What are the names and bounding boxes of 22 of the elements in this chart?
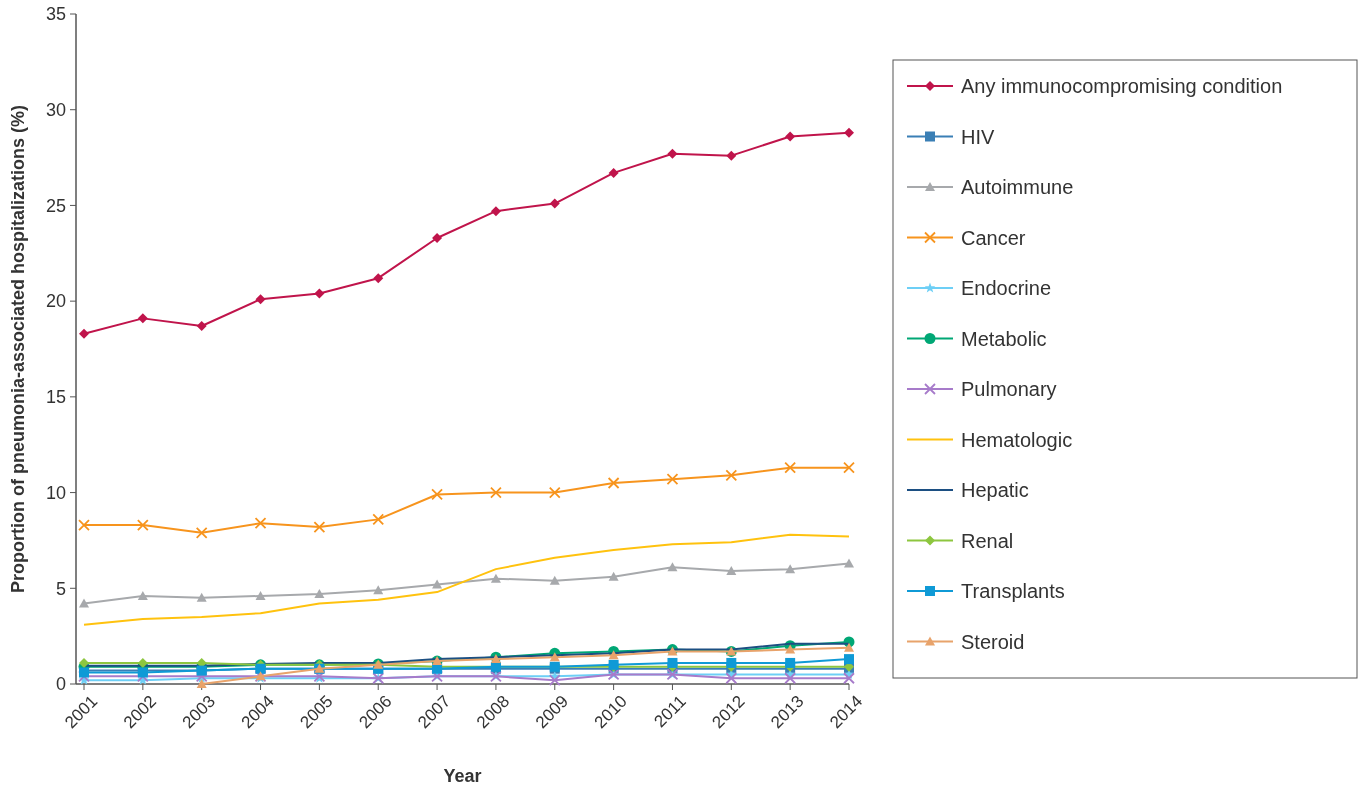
legend-label: Metabolic [961, 327, 1047, 350]
y-tick-label: 20 [45, 291, 66, 312]
legend-label: Renal [961, 529, 1014, 552]
legend-label: Pulmonary [961, 378, 1057, 400]
y-tick-label: 10 [45, 482, 66, 503]
y-tick-label: 35 [45, 4, 66, 25]
legend-label: Any immunocompromising condition [961, 75, 1283, 97]
legend-label: Hepatic [961, 479, 1029, 501]
y-axis-title: Proportion of pneumonia-associated hospitalizations (%) [8, 104, 28, 594]
legend-label: Transplants [961, 580, 1065, 602]
y-tick-label: 25 [45, 195, 66, 216]
y-tick-label: 0 [55, 674, 66, 695]
legend-label: Steroid [961, 630, 1025, 653]
x-axis-title: Year [443, 766, 482, 786]
y-tick-label: 5 [55, 578, 66, 599]
y-tick-label: 15 [45, 387, 66, 408]
legend-label: Cancer [961, 226, 1026, 249]
legend-label: Endocrine [961, 277, 1052, 299]
legend-label: Autoimmune [961, 176, 1074, 198]
y-tick-label: 30 [45, 100, 66, 121]
legend-label: HIV [961, 125, 995, 148]
legend-label: Hematologic [961, 428, 1073, 451]
